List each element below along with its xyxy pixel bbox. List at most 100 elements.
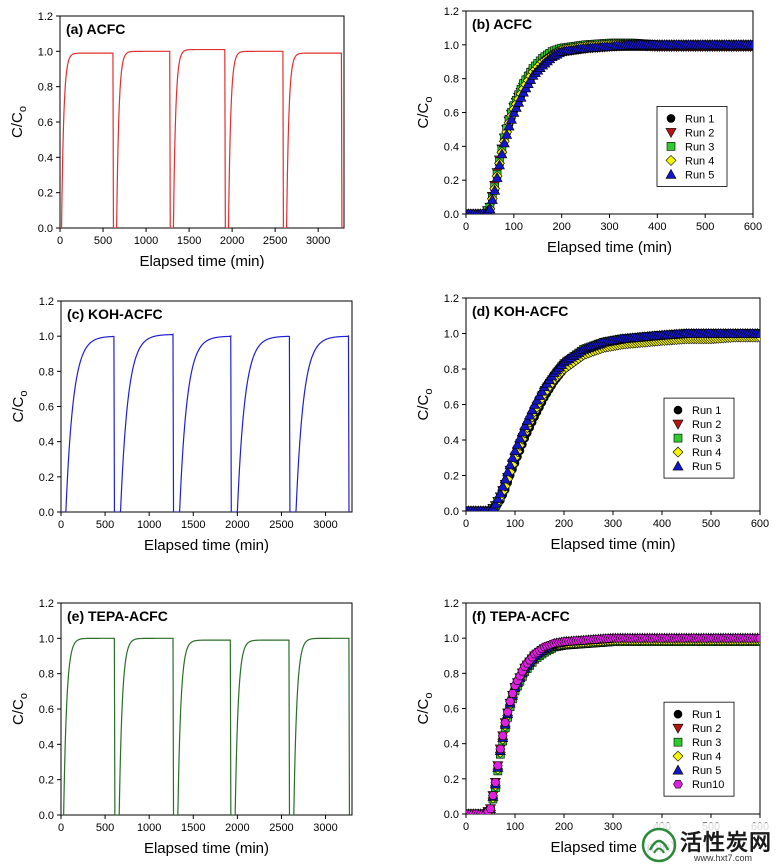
y-tick-label: 1.2 [444, 6, 459, 18]
x-tick-label: 500 [696, 221, 714, 233]
data-point [496, 148, 508, 159]
data-point [508, 106, 520, 117]
panel-title: (f) TEPA-ACFC [472, 608, 570, 624]
legend: Run 1 Run 2 Run 3 Run 4 Run 5 Run10 [663, 701, 735, 797]
watermark-site-name: 活性炭网 [680, 830, 773, 855]
legend-entry: Run 2 [692, 723, 721, 735]
legend-marker [672, 446, 684, 458]
y-tick-label: 0.2 [444, 175, 459, 187]
legend: Run 1 Run 2 Run 3 Run 4 Run 5 [656, 106, 728, 187]
y-tick-label: 0.6 [444, 108, 459, 120]
y-tick-label: 0.8 [39, 669, 54, 681]
data-point [495, 744, 506, 754]
data-point [493, 159, 505, 170]
legend-marker [666, 142, 676, 151]
legend-entry: Run 2 [692, 419, 721, 431]
data-point [497, 480, 509, 491]
y-tick-label: 0.6 [39, 402, 54, 414]
plot-frame [59, 15, 345, 229]
data-point [507, 452, 519, 463]
panel-title: (b) ACFC [472, 16, 532, 32]
y-tick-label: 0.2 [38, 188, 53, 200]
y-tick-label: 0.2 [39, 775, 54, 787]
legend: Run 1 Run 2 Run 3 Run 4 Run 5 [663, 397, 735, 479]
series-line [60, 48, 343, 228]
x-tick-label: 300 [604, 518, 622, 530]
legend-entry: Run 3 [692, 433, 721, 445]
x-tick-label: 1000 [134, 235, 158, 247]
legend-entry: Run 4 [685, 155, 714, 167]
data-point [485, 804, 496, 813]
x-tick-label: 0 [58, 519, 64, 531]
x-tick-label: 100 [505, 221, 523, 233]
y-tick-label: 1.2 [39, 598, 54, 610]
data-point [488, 791, 498, 800]
data-point [494, 487, 506, 498]
x-tick-label: 0 [463, 821, 469, 833]
panel-title: (c) KOH-ACFC [67, 306, 163, 322]
x-tick-label: 2000 [225, 519, 249, 531]
plot-frame [60, 602, 353, 816]
y-axis-label: C/Co [10, 693, 30, 725]
series-line [61, 637, 351, 815]
x-tick-label: 1000 [137, 519, 161, 531]
y-tick-label: 0.0 [39, 810, 54, 822]
y-tick-label: 0.8 [39, 366, 54, 378]
data-point [504, 459, 516, 470]
legend-marker [672, 460, 684, 471]
x-tick-label: 400 [653, 518, 671, 530]
x-tick-label: 1500 [177, 235, 201, 247]
y-tick-label: 0.6 [444, 704, 459, 716]
chart-panel-c: 0 500 1000 1500 2000 2500 3000 0.0 0.2 0.4 0.6 0.8 1… [10, 296, 353, 554]
x-tick-label: 0 [58, 822, 64, 834]
x-tick-label: 0 [463, 221, 469, 233]
legend-entry: Run 5 [692, 461, 721, 473]
legend-marker [672, 750, 684, 762]
legend-entry: Run 4 [692, 751, 721, 763]
x-tick-label: 2500 [269, 519, 293, 531]
scatter-markers [466, 327, 760, 511]
x-tick-label: 2000 [225, 822, 249, 834]
scatter-markers [466, 632, 760, 814]
data-point [503, 120, 515, 131]
legend-marker [665, 168, 677, 179]
series-run-5 [466, 327, 760, 511]
legend-marker [673, 405, 683, 415]
x-tick-label: 2500 [263, 235, 287, 247]
legend-marker [666, 114, 676, 123]
x-tick-label: 3000 [313, 519, 337, 531]
y-tick-label: 0.6 [444, 400, 459, 412]
x-tick-label: 200 [555, 518, 573, 530]
y-axis-label: C/Co [10, 391, 30, 423]
x-tick-label: 200 [552, 221, 570, 233]
legend-marker [673, 709, 683, 719]
y-tick-label: 0.8 [444, 364, 459, 376]
legend-entry: Run 3 [685, 141, 714, 153]
legend-marker [665, 154, 677, 166]
y-tick-label: 1.0 [39, 331, 54, 343]
x-tick-label: 500 [94, 235, 112, 247]
data-point [526, 404, 538, 415]
legend-entry: Run 5 [692, 765, 721, 777]
y-tick-label: 1.0 [444, 633, 459, 645]
x-tick-label: 300 [604, 821, 622, 833]
x-tick-label: 200 [555, 821, 573, 833]
chart-panel-b: 0 100 200 300 400 500 600 0.0 0.2 0.4 0.6 0.8 1.0 1.2… [415, 6, 762, 256]
legend-entry: Run10 [692, 779, 724, 791]
y-tick-label: 1.0 [444, 329, 459, 341]
x-tick-label: 1000 [137, 822, 161, 834]
legend-marker [672, 419, 684, 430]
x-tick-label: 3000 [313, 822, 337, 834]
legend-entry: Run 5 [685, 169, 714, 181]
chart-panel-f: 01002003004005006000.00.20.40.60.81.01.2… [415, 598, 769, 856]
legend-marker [665, 128, 677, 139]
panel-title: (d) KOH-ACFC [472, 303, 568, 319]
x-tick-label: 1500 [181, 519, 205, 531]
chart-panel-d: 0 100 200 300 400 500 600 0.0 0.2 0.4 0.6 0.8 1.0 1.2… [415, 293, 769, 553]
legend-entry: Run 1 [685, 113, 714, 125]
legend-marker [673, 433, 683, 443]
y-tick-label: 0.6 [38, 117, 53, 129]
x-tick-label: 500 [96, 822, 114, 834]
data-point [505, 697, 515, 706]
y-tick-label: 0.4 [444, 435, 459, 447]
